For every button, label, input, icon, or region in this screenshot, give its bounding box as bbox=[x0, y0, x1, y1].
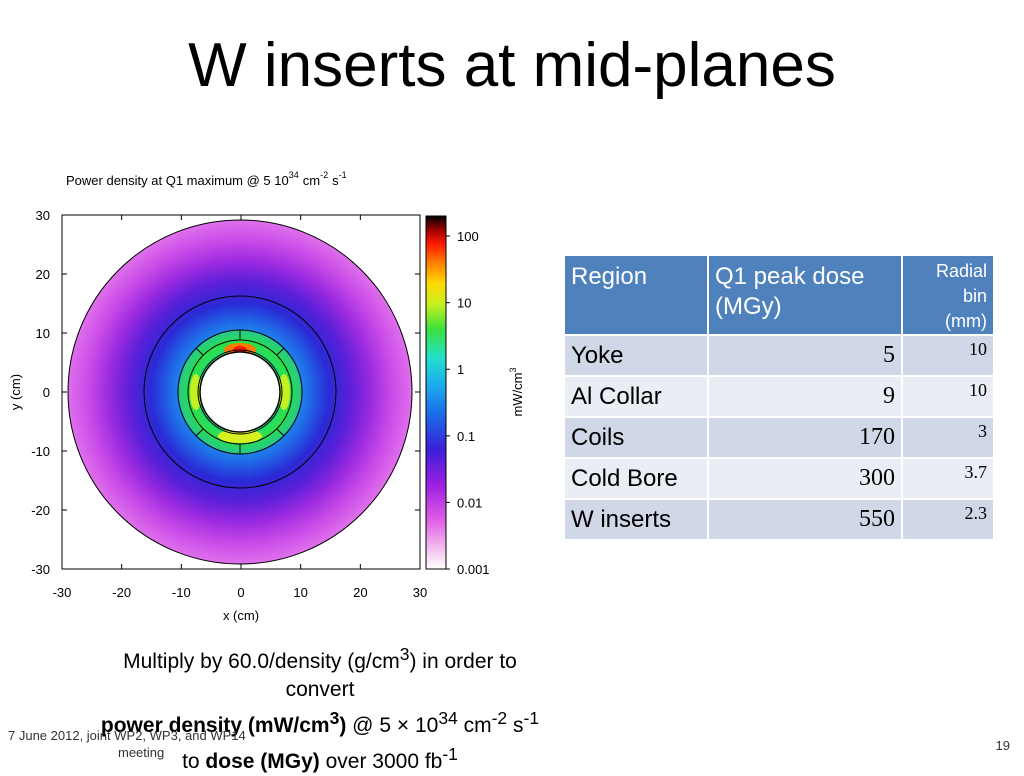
colorbar-tick-label: 100 bbox=[457, 229, 479, 244]
hotspot-top-core bbox=[233, 346, 247, 354]
dose-cell: 170 bbox=[709, 418, 901, 457]
conversion-note: Multiply by 60.0/density (g/cm3) in orde… bbox=[60, 640, 580, 776]
x-tick-label: -10 bbox=[172, 585, 191, 600]
header-region: Region bbox=[565, 256, 707, 334]
y-tick-label: 0 bbox=[43, 385, 50, 400]
figure-title: Power density at Q1 maximum @ 5 1034 cm-2… bbox=[66, 170, 347, 188]
bin-cell: 3 bbox=[903, 418, 993, 457]
x-tick-label: 30 bbox=[413, 585, 427, 600]
region-cell: Al Collar bbox=[565, 377, 707, 416]
table-row: W inserts 550 2.3 bbox=[565, 500, 993, 539]
region-cell: Cold Bore bbox=[565, 459, 707, 498]
bin-cell: 2.3 bbox=[903, 500, 993, 539]
footer-line-1: 7 June 2012, joint WP2, WP3, and WP14 bbox=[8, 728, 246, 743]
note-line-3: power density (mW/cm3) @ 5 × 1034 cm-2 s… bbox=[100, 708, 540, 737]
header-radial-bin: Radial bin (mm) bbox=[903, 256, 993, 334]
y-tick-label: -20 bbox=[31, 503, 50, 518]
table-row: Cold Bore 300 3.7 bbox=[565, 459, 993, 498]
hotspot-left bbox=[190, 374, 202, 410]
y-tick-label: 20 bbox=[36, 267, 50, 282]
colorbar-tick-label: 0.01 bbox=[457, 495, 482, 510]
note-line-1: Multiply by 60.0/density (g/cm3) in orde… bbox=[123, 644, 517, 673]
y-tick-label: -10 bbox=[31, 444, 50, 459]
cold-bore bbox=[197, 349, 283, 435]
dose-cell: 300 bbox=[709, 459, 901, 498]
coil-block-separators bbox=[195, 330, 285, 454]
yoke-dose-region bbox=[67, 219, 413, 565]
note-line-4: to dose (MGy) over 3000 fb-1 bbox=[182, 744, 458, 773]
y-axis-ticks: 30 20 10 0 -10 -20 -30 bbox=[31, 208, 420, 577]
collar-boundary bbox=[143, 295, 337, 489]
table-row: Al Collar 9 10 bbox=[565, 377, 993, 416]
header-radial-line3: (mm) bbox=[945, 311, 987, 331]
header-dose: Q1 peak dose (MGy) bbox=[709, 256, 901, 334]
coil-ring bbox=[177, 329, 303, 455]
colorbar bbox=[425, 215, 447, 570]
coil-inner-layer bbox=[187, 339, 293, 445]
bin-cell: 3.7 bbox=[903, 459, 993, 498]
x-tick-label: -30 bbox=[53, 585, 72, 600]
footer: 7 June 2012, joint WP2, WP3, and WP14 me… bbox=[8, 727, 246, 761]
colorbar-tick-label: 1 bbox=[457, 362, 464, 377]
y-tick-label: 10 bbox=[36, 326, 50, 341]
table-row: Yoke 5 10 bbox=[565, 336, 993, 375]
y-tick-label: 30 bbox=[36, 208, 50, 223]
x-axis-ticks: -30 -20 -10 0 10 20 30 bbox=[53, 215, 427, 600]
page-number: 19 bbox=[995, 738, 1010, 753]
hotspot-bottom bbox=[218, 429, 262, 443]
colorbar-tick-label: 0.1 bbox=[457, 429, 475, 444]
hotspot-right bbox=[278, 374, 290, 410]
y-axis-label: y (cm) bbox=[8, 374, 23, 410]
bin-cell: 10 bbox=[903, 336, 993, 375]
note-line-2: convert bbox=[285, 678, 355, 701]
header-radial-line1: Radial bbox=[935, 261, 987, 281]
colorbar-tick-label: 10 bbox=[457, 296, 471, 311]
slide-title: W inserts at mid-planes bbox=[188, 31, 836, 100]
colorbar-label: mW/cm3 bbox=[508, 367, 525, 416]
dose-cell: 550 bbox=[709, 500, 901, 539]
x-tick-label: 10 bbox=[293, 585, 307, 600]
table-row: Coils 170 3 bbox=[565, 418, 993, 457]
dose-cell: 5 bbox=[709, 336, 901, 375]
bin-cell: 10 bbox=[903, 377, 993, 416]
aperture bbox=[199, 351, 281, 433]
colorbar-tick-label: 0.001 bbox=[457, 562, 490, 577]
x-tick-label: -20 bbox=[112, 585, 131, 600]
hotspot-top bbox=[224, 343, 256, 357]
x-axis-label: x (cm) bbox=[223, 608, 259, 623]
region-cell: Coils bbox=[565, 418, 707, 457]
header-radial-line2: bin bbox=[962, 286, 987, 306]
plot-area bbox=[61, 214, 421, 570]
region-cell: Yoke bbox=[565, 336, 707, 375]
dose-cell: 9 bbox=[709, 377, 901, 416]
footer-line-2: meeting bbox=[118, 745, 165, 760]
y-tick-label: -30 bbox=[31, 562, 50, 577]
dose-table: Region Q1 peak dose (MGy) Radial bin (mm… bbox=[563, 254, 995, 541]
x-tick-label: 20 bbox=[353, 585, 367, 600]
region-cell: W inserts bbox=[565, 500, 707, 539]
colorbar-ticks: 100 10 1 0.1 0.01 0.001 bbox=[446, 229, 490, 577]
x-tick-label: 0 bbox=[237, 585, 244, 600]
